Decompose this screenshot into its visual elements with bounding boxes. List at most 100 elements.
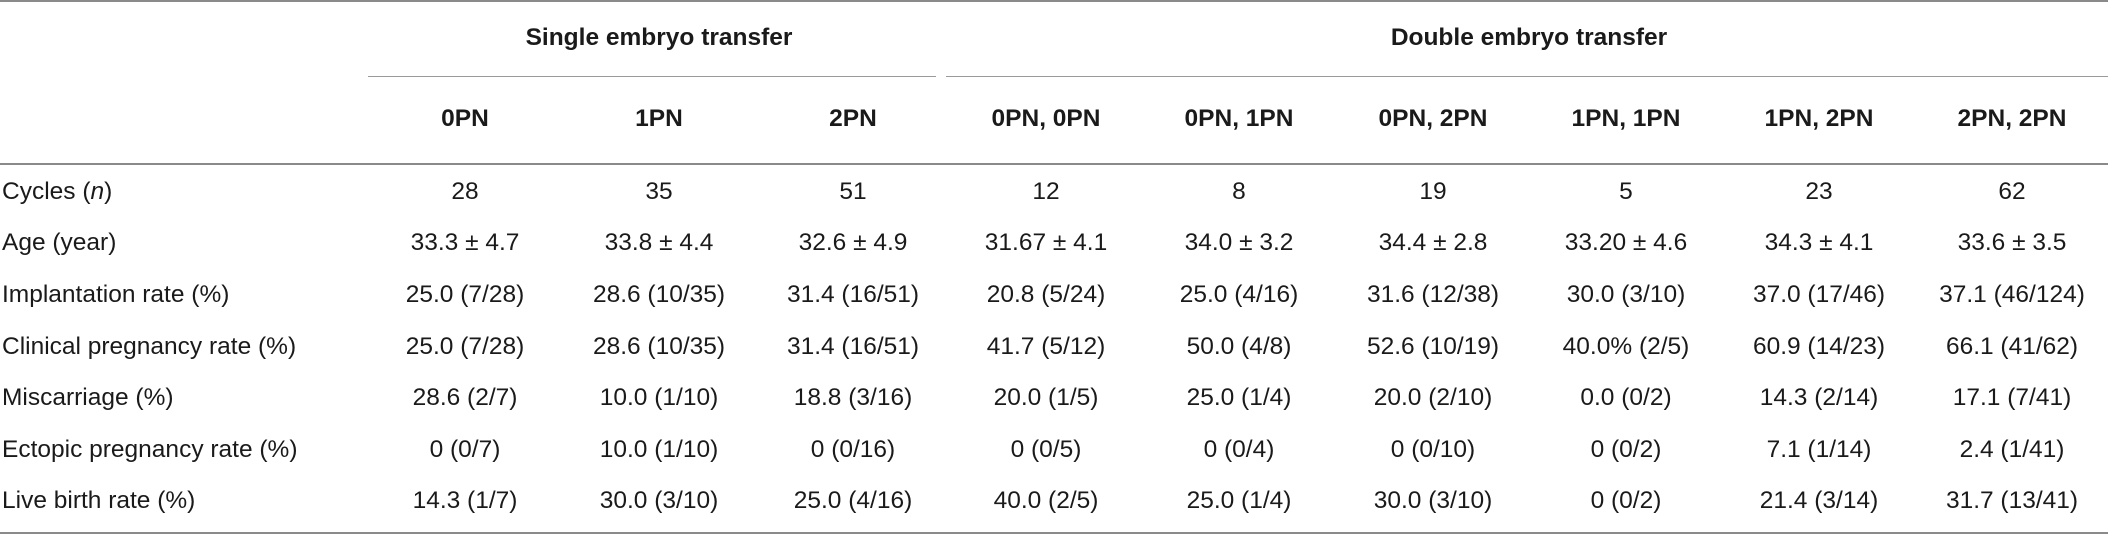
table-row: Implantation rate (%) 25.0 (7/28) 28.6 (10… [0, 269, 2108, 321]
top-rule [0, 0, 2108, 2]
table-cell: 30.0 (3/10) [1373, 487, 1493, 515]
table-cell: 31.4 (16/51) [786, 332, 920, 360]
double-transfer-group-rule [946, 76, 2108, 77]
table-cell: 21.4 (3/14) [1759, 487, 1879, 515]
table-cell: 31.4 (16/51) [786, 280, 920, 308]
table-cell: 62 [1998, 177, 2026, 205]
table-body: Cycles (n) 28 35 51 12 8 19 5 23 62 Age (year) 33.3… [0, 162, 2108, 527]
table-cell: 31.67 ± 4.1 [984, 229, 1108, 257]
table-cell: 0 (0/4) [1203, 435, 1275, 463]
table-cell: 40.0 (2/5) [993, 487, 1099, 515]
table-cell: 34.0 ± 3.2 [1184, 229, 1294, 257]
table-cell: 66.1 (41/62) [1945, 332, 2079, 360]
row-label-suffix: ) [104, 177, 113, 205]
column-header: 2PN, 2PN [1957, 105, 2067, 132]
table-cell: 33.3 ± 4.7 [410, 229, 520, 257]
table-cell: 5 [1619, 177, 1633, 205]
table-cell: 40.0% (2/5) [1562, 332, 1690, 360]
row-label-text: Implantation rate (%) [2, 280, 230, 308]
table-cell: 32.6 ± 4.9 [798, 229, 908, 257]
column-header: 0PN, 1PN [1184, 105, 1294, 132]
row-label: Miscarriage (%) [0, 372, 368, 424]
column-header: 1PN, 1PN [1571, 105, 1681, 132]
row-label-text: Cycles ( [2, 177, 91, 205]
table-row: Clinical pregnancy rate (%) 25.0 (7/28) 28… [0, 321, 2108, 373]
table-row: Cycles (n) 28 35 51 12 8 19 5 23 62 [0, 162, 2108, 218]
single-transfer-group-rule [368, 76, 936, 77]
column-header: 0PN [441, 105, 489, 132]
group-header-single-transfer: Single embryo transfer [525, 24, 793, 51]
table-cell: 0 (0/5) [1010, 435, 1082, 463]
table-cell: 20.8 (5/24) [986, 280, 1106, 308]
table-cell: 51 [839, 177, 867, 205]
table-cell: 14.3 (2/14) [1759, 384, 1879, 412]
table-cell: 0 (0/16) [810, 435, 896, 463]
table-cell: 28.6 (2/7) [412, 384, 518, 412]
table-cell: 28 [451, 177, 479, 205]
table-cell: 0 (0/7) [429, 435, 501, 463]
table-row: Ectopic pregnancy rate (%) 0 (0/7) 10.0 (1… [0, 424, 2108, 476]
row-label-text: Clinical pregnancy rate (%) [2, 332, 297, 360]
table-cell: 0 (0/10) [1390, 435, 1476, 463]
row-label: Implantation rate (%) [0, 269, 368, 321]
table-cell: 33.20 ± 4.6 [1564, 229, 1688, 257]
table-cell: 20.0 (1/5) [993, 384, 1099, 412]
row-label: Cycles (n) [0, 162, 368, 218]
column-header: 1PN, 2PN [1764, 105, 1874, 132]
table-cell: 30.0 (3/10) [1566, 280, 1686, 308]
table-cell: 10.0 (1/10) [599, 384, 719, 412]
table-cell: 60.9 (14/23) [1752, 332, 1886, 360]
row-label: Live birth rate (%) [0, 476, 368, 528]
table-cell: 34.4 ± 2.8 [1378, 229, 1488, 257]
column-header-row: 0PN 1PN 2PN 0PN, 0PN 0PN, 1PN 0PN, 2PN 1PN, 1P… [0, 76, 2108, 162]
table-cell: 33.6 ± 3.5 [1957, 229, 2067, 257]
table-cell: 37.1 (46/124) [1939, 280, 2085, 308]
table-cell: 41.7 (5/12) [986, 332, 1106, 360]
column-header: 1PN [635, 105, 683, 132]
bottom-rule [0, 532, 2108, 534]
table-row: Age (year) 33.3 ± 4.7 33.8 ± 4.4 32.6 ± 4.9… [0, 218, 2108, 270]
group-header-row: Single embryo transfer Double embryo tran… [0, 0, 2108, 76]
table-cell: 25.0 (7/28) [405, 280, 525, 308]
table-cell: 18.8 (3/16) [793, 384, 913, 412]
row-label-text: Age (year) [2, 229, 117, 257]
table-cell: 37.0 (17/46) [1752, 280, 1886, 308]
row-label: Age (year) [0, 218, 368, 270]
table-cell: 31.6 (12/38) [1366, 280, 1500, 308]
table-cell: 25.0 (4/16) [1179, 280, 1299, 308]
table-cell: 34.3 ± 4.1 [1764, 229, 1874, 257]
table-cell: 20.0 (2/10) [1373, 384, 1493, 412]
table-cell: 12 [1032, 177, 1060, 205]
row-label-text: Ectopic pregnancy rate (%) [2, 435, 298, 463]
header-bottom-rule [0, 163, 2108, 165]
row-label-text: Miscarriage (%) [2, 384, 174, 412]
table-cell: 17.1 (7/41) [1952, 384, 2072, 412]
stub-group-header [0, 0, 368, 76]
group-header-double-transfer: Double embryo transfer [1390, 24, 1668, 51]
row-label-italic: n [90, 177, 105, 205]
table-cell: 35 [645, 177, 673, 205]
table-cell: 50.0 (4/8) [1186, 332, 1292, 360]
table-row: Miscarriage (%) 28.6 (2/7) 10.0 (1/10) 18.8… [0, 372, 2108, 424]
column-header: 0PN, 2PN [1378, 105, 1488, 132]
table-cell: 14.3 (1/7) [412, 487, 518, 515]
row-label-text: Live birth rate (%) [2, 487, 196, 515]
table-cell: 2.4 (1/41) [1959, 435, 2065, 463]
table-row: Live birth rate (%) 14.3 (1/7) 30.0 (3/10)… [0, 476, 2108, 528]
table-cell: 7.1 (1/14) [1766, 435, 1872, 463]
table-cell: 0.0 (0/2) [1580, 384, 1672, 412]
column-header: 2PN [829, 105, 877, 132]
table-cell: 25.0 (7/28) [405, 332, 525, 360]
column-header: 0PN, 0PN [991, 105, 1101, 132]
table-cell: 23 [1805, 177, 1833, 205]
table-cell: 28.6 (10/35) [592, 280, 726, 308]
stub-column-header [0, 76, 368, 162]
row-label: Clinical pregnancy rate (%) [0, 321, 368, 373]
table-cell: 25.0 (1/4) [1186, 487, 1292, 515]
table-cell: 33.8 ± 4.4 [604, 229, 714, 257]
table-cell: 0 (0/2) [1590, 487, 1662, 515]
table-cell: 25.0 (1/4) [1186, 384, 1292, 412]
table-cell: 31.7 (13/41) [1945, 487, 2079, 515]
table-cell: 0 (0/2) [1590, 435, 1662, 463]
